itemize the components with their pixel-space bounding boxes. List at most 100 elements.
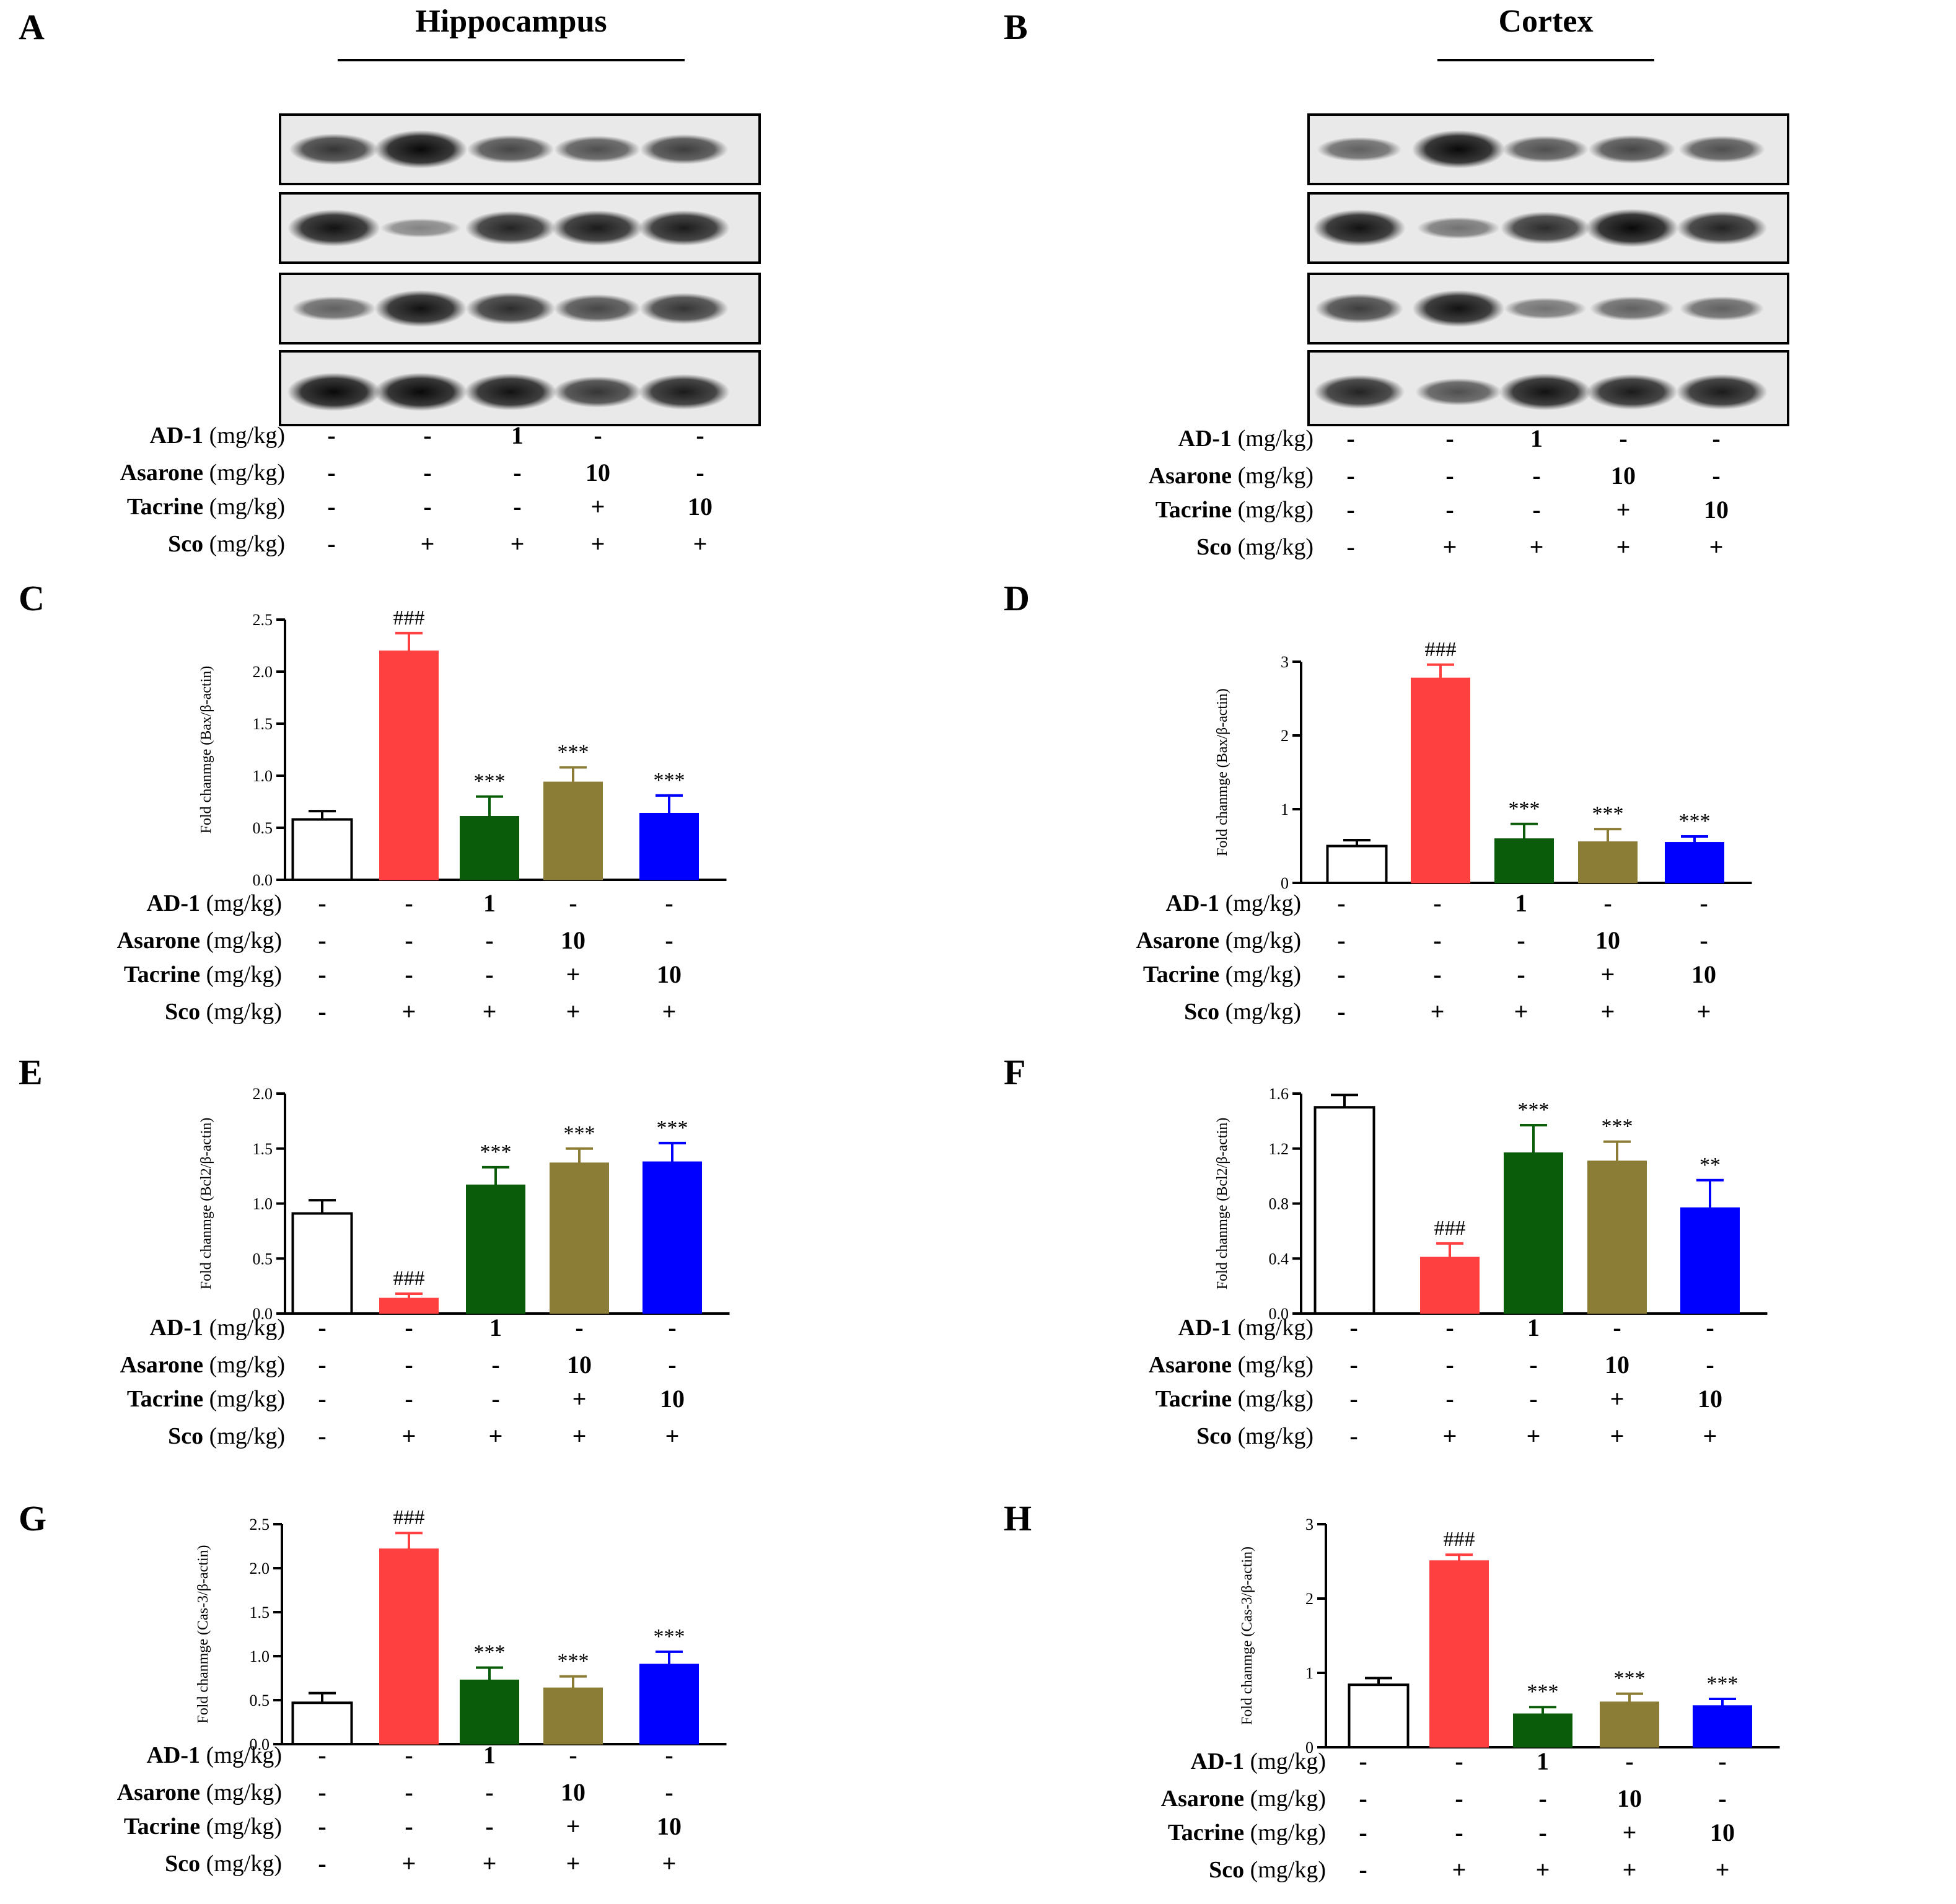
treatment-cell: -: [318, 1812, 327, 1840]
y-tick-label: 0.5: [250, 1691, 270, 1709]
significance-label: ***: [480, 1141, 512, 1164]
y-tick-label: 1.0: [253, 1195, 273, 1213]
blot-strip: [1307, 113, 1789, 185]
treatment-unit: (mg/kg): [1232, 463, 1314, 489]
treatment-cell: -: [1346, 533, 1355, 561]
treatment-cell: -: [1529, 1351, 1538, 1379]
blot-strip: [279, 273, 761, 344]
hippocampus-underline: [338, 59, 685, 61]
treatment-cell: 10: [657, 1812, 682, 1840]
bar: [379, 1297, 439, 1314]
treatment-cell: -: [1538, 1784, 1547, 1812]
treatment-unit: (mg/kg): [1219, 962, 1301, 988]
treatment-name: AD-1: [1178, 426, 1232, 452]
treatment-cell: +: [566, 1849, 581, 1877]
y-tick-label: 0.0: [253, 871, 273, 889]
treatment-cell: +: [662, 998, 677, 1025]
treatment-cell: +: [1430, 998, 1445, 1025]
panel-label-a: A: [19, 7, 45, 47]
blot-band: [1317, 137, 1402, 162]
treatment-cell: -: [491, 1351, 500, 1379]
treatment-cell: -: [513, 493, 522, 520]
treatment-label-chart-d: AD-1 (mg/kg): [1028, 890, 1301, 917]
significance-label: ###: [393, 607, 425, 630]
y-tick-label: 3: [1281, 653, 1289, 671]
treatment-label-chart-e: AD-1 (mg/kg): [12, 1314, 285, 1341]
treatment-cell: -: [1712, 462, 1721, 489]
y-axis-label: Fold chanmge (Bcl2/β-actin): [198, 1118, 214, 1289]
bar: [291, 1701, 353, 1746]
y-tick-label: 2.0: [253, 663, 273, 681]
blot-band: [287, 372, 381, 411]
treatment-unit: (mg/kg): [200, 928, 282, 954]
treatment-cell: +: [662, 1849, 677, 1877]
treatment-unit: (mg/kg): [200, 962, 282, 988]
treatment-unit: (mg/kg): [203, 531, 285, 557]
treatment-cell: -: [696, 421, 704, 449]
blot-band: [553, 294, 641, 323]
treatment-cell: +: [572, 1385, 587, 1413]
treatment-cell: -: [594, 421, 602, 449]
treatment-cell: -: [485, 1778, 494, 1806]
treatment-cell: +: [401, 998, 416, 1025]
treatment-label-chart-f: Tacrine (mg/kg): [1041, 1385, 1314, 1413]
treatment-cell: -: [318, 1778, 327, 1806]
treatment-cell: -: [1455, 1784, 1463, 1812]
treatment-cell: -: [423, 421, 432, 449]
bar: [1314, 1106, 1375, 1315]
treatment-unit: (mg/kg): [203, 460, 285, 486]
treatment-cell: -: [569, 1741, 577, 1769]
treatment-cell: -: [1718, 1747, 1727, 1775]
treatment-cell: +: [1600, 998, 1615, 1025]
blot-band: [638, 210, 730, 246]
treatment-label-chart-g: Sco (mg/kg): [9, 1850, 282, 1877]
treatment-cell: -: [405, 889, 413, 917]
treatment-label-chart-h: AD-1 (mg/kg): [1053, 1748, 1326, 1775]
treatment-unit: (mg/kg): [1244, 1857, 1326, 1883]
treatment-cell: -: [1625, 1747, 1634, 1775]
significance-label: ***: [1707, 1672, 1739, 1695]
treatment-cell: +: [693, 530, 708, 558]
treatment-cell: -: [327, 458, 336, 486]
bar: [379, 650, 439, 880]
treatment-name: AD-1: [146, 890, 201, 916]
treatment-name: Sco: [165, 1851, 201, 1877]
treatment-label-chart-e: Asarone (mg/kg): [12, 1351, 285, 1379]
treatment-cell: +: [590, 530, 605, 558]
treatment-cell: +: [665, 1422, 680, 1450]
treatment-cell: +: [1452, 1856, 1467, 1884]
bar: [1693, 1705, 1752, 1748]
bar: [291, 818, 353, 882]
treatment-unit: (mg/kg): [200, 1779, 282, 1805]
treatment-label-chart-h: Sco (mg/kg): [1053, 1856, 1326, 1884]
treatment-cell: -: [665, 1741, 673, 1769]
treatment-cell: -: [1706, 1351, 1714, 1379]
treatment-unit: (mg/kg): [1244, 1820, 1326, 1846]
treatment-cell: -: [1346, 496, 1355, 524]
treatment-label-chart-g: Asarone (mg/kg): [9, 1779, 282, 1806]
cortex-title: Cortex: [1498, 4, 1594, 39]
panel-label-g: G: [19, 1498, 46, 1538]
blot-band: [1314, 374, 1405, 410]
treatment-cell: -: [405, 1385, 413, 1413]
bar: [460, 816, 519, 880]
treatment-name: Tacrine: [1167, 1820, 1245, 1846]
treatment-cell: -: [1619, 424, 1628, 452]
treatment-unit: (mg/kg): [203, 1352, 285, 1378]
treatment-cell: -: [1359, 1784, 1367, 1812]
bar: [466, 1184, 525, 1314]
blot-strip: [279, 350, 761, 426]
treatment-cell: 10: [688, 493, 713, 520]
treatment-cell: -: [485, 1812, 494, 1840]
treatment-unit: (mg/kg): [203, 423, 285, 449]
chart-G: G 0.0 0.5 1.0 1.5 2.0 2.5 Fold chanmge (Cas-3/β…: [19, 1498, 727, 1753]
treatment-cell: 10: [1617, 1784, 1642, 1812]
treatment-name: AD-1: [1190, 1748, 1245, 1775]
treatment-cell: -: [1337, 926, 1346, 954]
treatment-cell: 10: [1605, 1351, 1629, 1379]
treatment-cell: 10: [561, 1778, 585, 1806]
treatment-cell: 10: [561, 926, 585, 954]
blot-strip: [1307, 273, 1789, 344]
treatment-cell: +: [1610, 1385, 1625, 1413]
treatment-cell: -: [1445, 1351, 1454, 1379]
